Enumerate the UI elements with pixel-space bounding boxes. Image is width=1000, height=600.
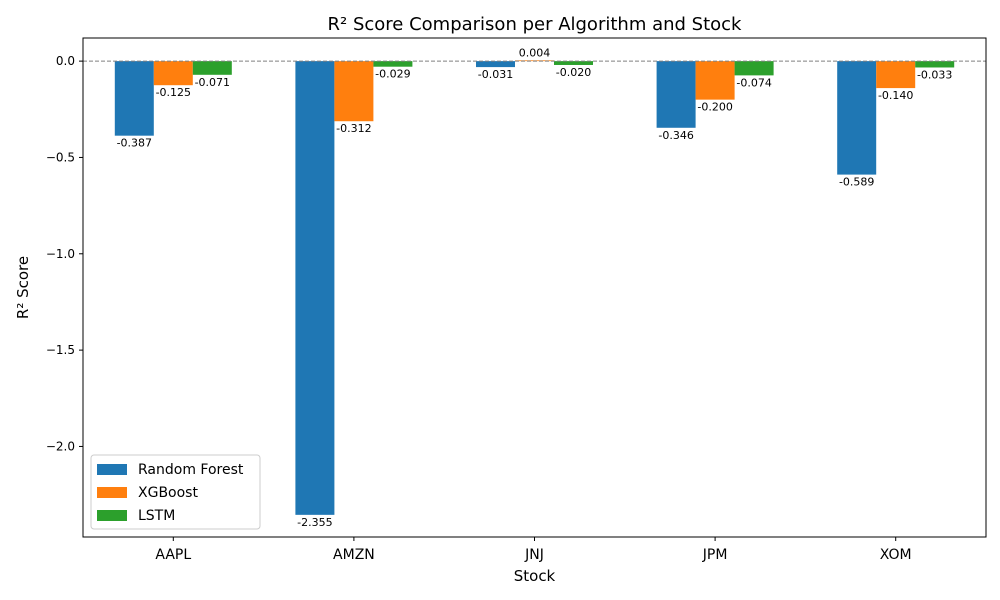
legend-entry-label: LSTM bbox=[138, 508, 175, 524]
x-tick-label: XOM bbox=[880, 547, 912, 563]
legend-swatch bbox=[97, 464, 127, 475]
bars-group bbox=[114, 60, 955, 515]
bar-value-label: 0.004 bbox=[519, 46, 551, 59]
bar-value-label: -0.140 bbox=[878, 89, 913, 102]
bar-value-label: -0.020 bbox=[556, 66, 591, 79]
x-tick-label: AAPL bbox=[155, 547, 191, 563]
legend: Random Forest XGBoost LSTM bbox=[90, 454, 261, 530]
y-axis-label: R² Score bbox=[14, 256, 32, 319]
bar-value-label: -0.312 bbox=[336, 122, 371, 135]
bar bbox=[334, 61, 374, 122]
bar bbox=[295, 61, 335, 515]
bar-value-label: -0.125 bbox=[156, 86, 191, 99]
bar bbox=[114, 61, 154, 136]
y-tick-label: 0.0 bbox=[56, 54, 75, 68]
bar bbox=[876, 61, 916, 89]
bar bbox=[734, 61, 774, 76]
bar-value-label: -0.033 bbox=[917, 68, 952, 81]
bar bbox=[373, 61, 413, 67]
bar-value-label: -0.589 bbox=[839, 176, 874, 189]
bar bbox=[915, 61, 955, 68]
y-tick-label: −1.0 bbox=[46, 247, 75, 261]
y-tick-label: −2.0 bbox=[46, 439, 75, 453]
y-tick-label: −1.5 bbox=[46, 343, 75, 357]
bar bbox=[554, 61, 593, 65]
chart-title: R² Score Comparison per Algorithm and St… bbox=[328, 14, 743, 35]
legend-entry-label: XGBoost bbox=[138, 485, 198, 501]
x-tick-label: JPM bbox=[702, 547, 728, 563]
y-tick-label: −0.5 bbox=[46, 150, 75, 164]
bar-value-label: -0.029 bbox=[375, 68, 410, 81]
bar bbox=[837, 61, 877, 175]
x-tick-label: AMZN bbox=[333, 547, 375, 563]
bar-value-label: -0.031 bbox=[478, 68, 513, 81]
bar-value-label: -0.074 bbox=[736, 76, 771, 89]
bar-labels-group: -0.387 -2.355 -0.031 -0.346 -0.589 -0.125 -0.3… bbox=[117, 46, 953, 528]
bar bbox=[656, 61, 696, 128]
legend-swatch bbox=[97, 510, 127, 521]
legend-box bbox=[90, 454, 261, 530]
legend-swatch bbox=[97, 487, 127, 498]
bar bbox=[695, 61, 735, 100]
bar-value-label: -2.355 bbox=[297, 516, 332, 529]
bar bbox=[153, 61, 193, 86]
bar-value-label: -0.200 bbox=[697, 101, 732, 114]
x-axis-label: Stock bbox=[514, 567, 556, 585]
bar-value-label: -0.387 bbox=[117, 137, 152, 150]
x-tick-label: JNJ bbox=[524, 547, 544, 563]
bar bbox=[476, 61, 515, 68]
bar-value-label: -0.346 bbox=[658, 129, 693, 142]
bar bbox=[192, 61, 232, 75]
bar-value-label: -0.071 bbox=[195, 76, 230, 89]
legend-entry-label: Random Forest bbox=[138, 462, 244, 478]
